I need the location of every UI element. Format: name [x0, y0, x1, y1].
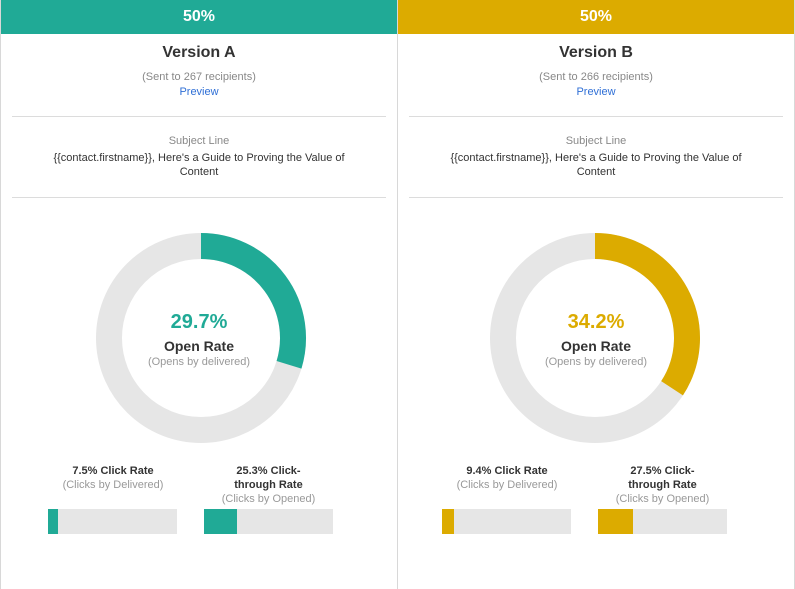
click-through-rate-description: (Clicks by Opened) [221, 493, 316, 505]
version-b-panel: 50% Version B (Sent to 266 recipients) P… [398, 0, 795, 589]
click-through-rate-title: 27.5% Click-through Rate [628, 465, 697, 491]
subject-line-text: {{contact.firstname}}, Here's a Guide to… [53, 152, 345, 178]
preview-link[interactable]: Preview [576, 86, 616, 98]
divider [12, 116, 386, 117]
click-rate-metric: 9.4% Click Rate (Clicks by Delivered) [442, 464, 572, 492]
click-rate-bar-fill [442, 509, 455, 534]
click-rate-bar [48, 509, 177, 534]
open-rate-donut-chart [96, 233, 306, 443]
open-rate-label: Open Rate [560, 338, 631, 354]
click-rate-title: 9.4% Click Rate [466, 465, 548, 477]
click-through-rate-bar [598, 509, 727, 534]
open-rate-donut-chart [490, 233, 700, 443]
click-rate-bar [442, 509, 571, 534]
version-title: Version B [559, 44, 633, 61]
click-through-rate-metric: 25.3% Click-through Rate (Clicks by Open… [204, 464, 333, 506]
open-rate-arc [594, 233, 700, 396]
open-rate-description: (Opens by delivered) [147, 356, 251, 368]
preview-link[interactable]: Preview [179, 86, 219, 98]
click-rate-description: (Clicks by Delivered) [456, 479, 558, 491]
divider [409, 116, 783, 117]
open-rate-value: 29.7% [170, 311, 228, 333]
click-through-rate-title: 25.3% Click-through Rate [234, 465, 303, 491]
recipients-count: (Sent to 267 recipients) [142, 71, 256, 83]
click-rate-metric: 7.5% Click Rate (Clicks by Delivered) [48, 464, 178, 492]
open-rate-arc [200, 233, 306, 369]
recipients-count: (Sent to 266 recipients) [539, 71, 653, 83]
click-through-rate-bar-fill [204, 509, 237, 534]
version-a-panel: 50% Version A (Sent to 267 recipients) P… [0, 0, 398, 589]
subject-line-text: {{contact.firstname}}, Here's a Guide to… [450, 152, 742, 178]
split-percentage-header: 50% [1, 0, 397, 34]
subject-line-label: Subject Line [565, 135, 627, 147]
click-rate-description: (Clicks by Delivered) [62, 479, 164, 491]
click-rate-bar-fill [48, 509, 58, 534]
open-rate-value: 34.2% [567, 311, 625, 333]
version-title: Version A [162, 44, 236, 61]
divider [409, 197, 783, 198]
split-percentage-header: 50% [398, 0, 794, 34]
click-rate-title: 7.5% Click Rate [72, 465, 154, 477]
click-through-rate-metric: 27.5% Click-through Rate (Clicks by Open… [598, 464, 727, 506]
open-rate-description: (Opens by delivered) [544, 356, 648, 368]
divider [12, 197, 386, 198]
click-through-rate-bar [204, 509, 333, 534]
click-through-rate-bar-fill [598, 509, 634, 534]
click-through-rate-description: (Clicks by Opened) [615, 493, 710, 505]
open-rate-label: Open Rate [163, 338, 234, 354]
subject-line-label: Subject Line [168, 135, 230, 147]
